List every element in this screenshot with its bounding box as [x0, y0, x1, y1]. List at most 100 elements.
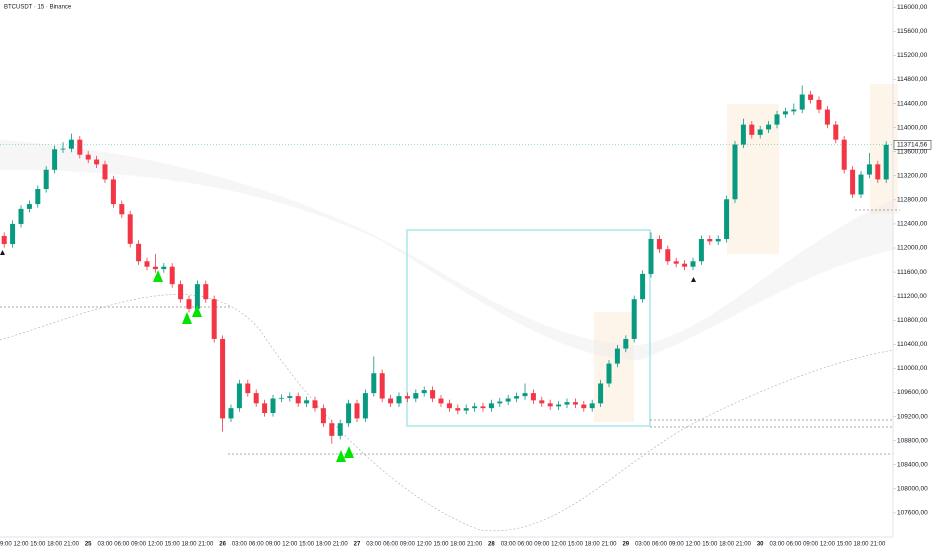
- envelope-line: [0, 294, 894, 532]
- x-tick-label: 21:00: [467, 542, 483, 548]
- candle-body: [52, 149, 58, 170]
- candle-body: [539, 400, 545, 404]
- x-tick-label: 21:00: [198, 542, 214, 548]
- x-tick-label: 25: [85, 542, 92, 548]
- x-tick-label: 21:00: [870, 542, 886, 548]
- candle-body: [169, 266, 175, 285]
- x-tick-label: 06:00: [652, 542, 668, 548]
- y-tick-label: 114400,00: [897, 100, 928, 107]
- candle-body: [438, 398, 444, 404]
- x-tick-label: 09:00: [534, 542, 550, 548]
- candle-body: [766, 124, 772, 130]
- candle-body: [833, 124, 839, 140]
- x-tick-label: 21:00: [736, 542, 752, 548]
- candle-body: [757, 129, 763, 135]
- candle-body: [320, 408, 326, 424]
- x-tick-label: 09:00: [803, 542, 819, 548]
- candle-body: [102, 164, 108, 180]
- candle-body: [707, 238, 713, 242]
- candle-body: [698, 238, 704, 262]
- x-tick-label: 18:00: [450, 542, 466, 548]
- x-tick-label: 21:00: [601, 542, 617, 548]
- candle-body: [1, 235, 7, 245]
- x-tick-label: 03:00: [232, 542, 248, 548]
- candle-body: [379, 373, 385, 399]
- candle-body: [337, 423, 343, 436]
- y-tick-label: 107600,00: [897, 510, 928, 517]
- y-tick-label: 110400,00: [897, 341, 928, 348]
- y-tick-label: 113600,00: [897, 148, 928, 155]
- candle-body: [85, 154, 91, 160]
- candle-body: [270, 398, 276, 413]
- candle-body: [799, 94, 805, 110]
- y-tick-label: 112000,00: [897, 245, 928, 252]
- y-tick-label: 110800,00: [897, 317, 928, 324]
- candle-body: [841, 139, 847, 170]
- x-tick-label: 06:00: [114, 542, 130, 548]
- x-tick-label: 18:00: [585, 542, 601, 548]
- candle-body: [455, 408, 461, 411]
- x-tick-label: 09:00: [265, 542, 281, 548]
- x-tick-label: 09:00: [669, 542, 685, 548]
- candle-body: [430, 390, 436, 399]
- candle-body: [614, 348, 620, 364]
- candle-body: [749, 124, 755, 135]
- x-tick-label: 03:00: [635, 542, 651, 548]
- candle-body: [808, 94, 814, 100]
- candle-body: [388, 398, 394, 404]
- x-tick-label: 15:00: [702, 542, 718, 548]
- y-tick-label: 109600,00: [897, 389, 928, 396]
- x-tick-label: 12:00: [148, 542, 164, 548]
- x-tick-label: 03:00: [97, 542, 113, 548]
- x-tick-label: 15:00: [568, 542, 584, 548]
- candle-body: [110, 179, 116, 205]
- x-tick-label: 09:00: [0, 542, 12, 548]
- x-tick-label: 06:00: [786, 542, 802, 548]
- candle-body: [606, 363, 612, 384]
- candle-body: [10, 223, 16, 245]
- candle-body: [26, 204, 32, 209]
- x-tick-label: 03:00: [769, 542, 785, 548]
- candle-body: [68, 139, 74, 149]
- y-tick-label: 112400,00: [897, 221, 928, 228]
- candle-body: [564, 402, 570, 405]
- y-tick-label: 111600,00: [897, 269, 927, 276]
- candle-body: [623, 338, 629, 349]
- candle-body: [119, 204, 125, 215]
- candle-body: [329, 423, 335, 436]
- candle-body: [816, 99, 822, 110]
- candle-body: [791, 109, 797, 112]
- last-price-label: 113714,56: [897, 142, 928, 149]
- x-tick-label: 29: [622, 542, 629, 548]
- candle-body: [371, 373, 377, 394]
- x-tick-label: 26: [219, 542, 226, 548]
- last-price-box: [893, 140, 932, 150]
- x-tick-label: 12:00: [551, 542, 567, 548]
- candle-body: [724, 199, 730, 239]
- candle-body: [404, 396, 410, 399]
- candle-body: [530, 393, 536, 401]
- buy-signal: [344, 446, 354, 458]
- x-tick-label: 27: [354, 542, 361, 548]
- candle-body: [850, 169, 856, 195]
- candle-body: [514, 396, 520, 399]
- x-tick-label: 30: [757, 542, 764, 548]
- candle-body: [152, 266, 158, 270]
- cloud-band: [0, 140, 893, 360]
- candle-body: [94, 159, 100, 165]
- x-tick-label: 12:00: [685, 542, 701, 548]
- candle-body: [497, 401, 503, 404]
- sell-signal: [691, 277, 696, 282]
- candle-body: [572, 402, 578, 405]
- candle-body: [640, 273, 646, 300]
- y-tick-label: 108800,00: [897, 437, 928, 444]
- x-tick-label: 21:00: [64, 542, 80, 548]
- y-tick-label: 114000,00: [897, 124, 928, 131]
- x-tick-label: 21:00: [333, 542, 349, 548]
- x-tick-label: 15:00: [299, 542, 315, 548]
- y-tick-label: 113200,00: [897, 173, 928, 180]
- candle-body: [136, 243, 142, 262]
- x-tick-label: 09:00: [400, 542, 416, 548]
